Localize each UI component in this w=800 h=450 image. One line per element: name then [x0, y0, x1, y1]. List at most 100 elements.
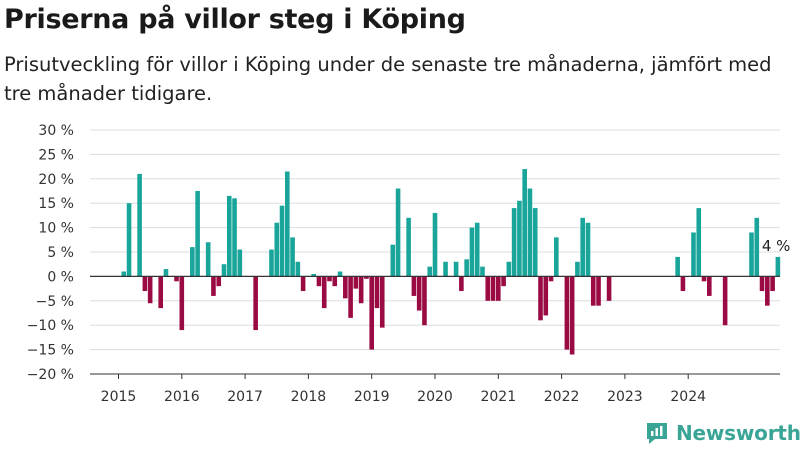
bar [337, 271, 343, 277]
bar [691, 232, 696, 277]
bar [411, 276, 417, 296]
bar [759, 276, 765, 292]
page-title: Priserna på villor steg i Köping [4, 4, 466, 35]
bar [490, 276, 496, 301]
bar [221, 264, 227, 277]
bar [564, 276, 570, 350]
bar [369, 276, 374, 350]
bar [300, 276, 306, 292]
bar-chart-logo-icon [647, 423, 667, 444]
bar [226, 195, 232, 277]
bar [190, 247, 195, 277]
bar [575, 261, 580, 277]
bar [696, 208, 702, 277]
x-tick-label: 2015 [101, 389, 137, 405]
bar [548, 276, 554, 282]
bar [432, 212, 438, 277]
last-value-label: 4 % [762, 237, 791, 255]
bar [606, 276, 612, 301]
bar [522, 169, 527, 277]
bar [480, 266, 485, 277]
bar [390, 244, 396, 277]
y-tick-label: −5 % [36, 294, 74, 310]
bar [585, 222, 591, 277]
bar [147, 276, 153, 304]
bar [311, 273, 316, 277]
bar [332, 276, 338, 287]
bar [501, 276, 506, 287]
y-tick-label: 10 % [38, 221, 74, 237]
bar [364, 276, 369, 279]
y-tick-label: 20 % [38, 172, 74, 188]
x-tick-label: 2020 [417, 389, 453, 405]
bar [343, 276, 348, 299]
bar [158, 276, 163, 309]
bar [316, 276, 322, 287]
bar [464, 259, 469, 277]
bar [395, 188, 401, 277]
y-tick-label: 25 % [38, 147, 74, 163]
x-tick-label: 2018 [291, 389, 327, 405]
brand-name: Newsworthy [676, 421, 800, 445]
bar [538, 276, 543, 321]
bar [416, 276, 422, 311]
bar [511, 208, 517, 277]
page-subtitle: Prisutveckling för villor i Köping under… [4, 53, 772, 105]
x-tick-label: 2017 [227, 389, 263, 405]
bar [722, 276, 728, 326]
bar [775, 256, 781, 277]
bar [443, 261, 448, 277]
bar [569, 276, 575, 355]
y-tick-label: −10 % [27, 318, 74, 334]
bar [406, 217, 411, 277]
bar [701, 276, 707, 282]
bar [269, 249, 274, 277]
bar [765, 276, 770, 306]
bar [195, 191, 200, 277]
bar [590, 276, 596, 306]
bar [532, 208, 538, 277]
bar [327, 276, 332, 282]
bar [379, 276, 385, 328]
x-tick-label: 2022 [544, 389, 580, 405]
bar [554, 237, 559, 277]
bar [179, 276, 185, 331]
bar [321, 276, 327, 309]
bar [506, 261, 512, 277]
bar [749, 232, 754, 277]
x-tick-label: 2021 [480, 389, 516, 405]
y-tick-label: −15 % [27, 343, 74, 359]
bar [348, 276, 353, 318]
bar [295, 261, 301, 277]
x-tick-label: 2016 [164, 389, 200, 405]
y-tick-label: −20 % [27, 367, 74, 383]
bar [707, 276, 712, 296]
bar [163, 269, 169, 277]
brand-logo[interactable]: Newsworthy [644, 420, 800, 446]
bar [527, 188, 533, 277]
bar [237, 249, 243, 277]
bar [216, 276, 222, 287]
bar [453, 261, 459, 277]
bar [680, 276, 686, 292]
bar [253, 276, 258, 331]
bar [596, 276, 601, 306]
bar [469, 227, 475, 277]
bar [422, 276, 427, 326]
bar [211, 276, 216, 296]
bar [137, 173, 142, 277]
bar [770, 276, 775, 292]
bar [474, 222, 480, 277]
bar [274, 222, 280, 277]
bar [142, 276, 148, 292]
bar [358, 276, 364, 304]
bar [675, 256, 680, 277]
bar [285, 171, 290, 277]
bar [485, 276, 491, 301]
bar [279, 205, 285, 277]
bar [232, 198, 237, 277]
bar [205, 242, 211, 277]
bar [517, 200, 522, 277]
bar [754, 217, 760, 277]
